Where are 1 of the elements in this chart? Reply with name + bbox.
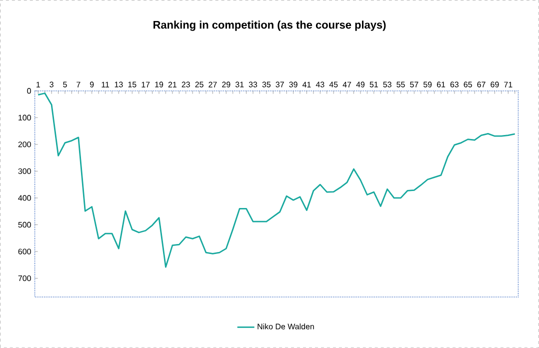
- chart-title: Ranking in competition (as the course plays): [154, 20, 386, 31]
